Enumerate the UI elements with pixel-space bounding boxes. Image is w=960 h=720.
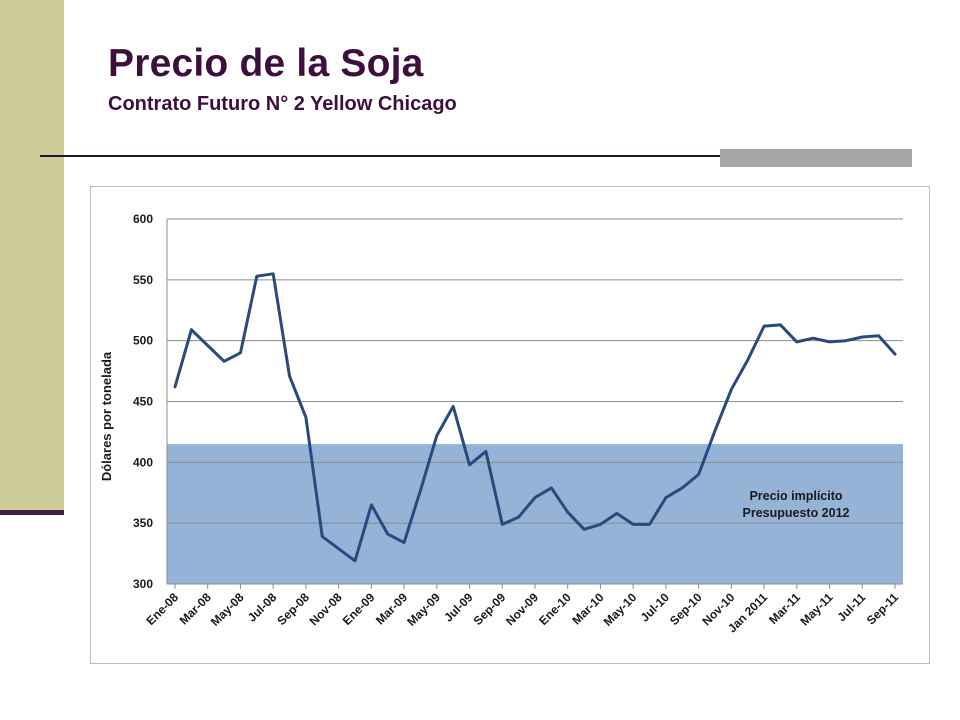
x-tick-label: Nov-08 [307,590,345,628]
x-tick-label: Mar-09 [373,590,410,627]
y-tick-label: 350 [133,516,153,530]
budget-price-band [167,444,903,584]
x-tick-label: Mar-10 [569,590,606,627]
x-tick-label: Sep-11 [864,590,901,627]
x-tick-label: Ene-08 [143,590,181,628]
x-tick-label: Sep-09 [471,590,509,628]
slide-subtitle: Contrato Futuro N° 2 Yellow Chicago [108,93,457,115]
price-series-line [173,272,897,563]
band-label-line: Presupuesto 2012 [743,506,850,520]
x-tick-label: Sep-10 [667,590,705,628]
title-divider-line [40,155,912,157]
y-tick-label: 550 [133,273,153,287]
y-axis-title: Dólares por tonelada [99,351,114,481]
x-tick-label: Ene-10 [536,590,574,628]
x-tick-label: Mar-11 [766,590,803,627]
x-tick-label: May-10 [601,590,640,629]
x-tick-label: Nov-09 [503,590,541,628]
x-tick-label: Ene-09 [340,590,378,628]
y-tick-label: 500 [133,334,153,348]
x-tick-label: May-08 [208,590,247,629]
title-divider-accent [720,149,912,167]
x-tick-label: Jul-11 [834,590,868,624]
slide-title: Precio de la Soja [108,42,424,85]
side-accent-bar-foot [0,510,64,515]
x-tick-label: May-09 [404,590,443,629]
x-tick-label: May-11 [797,590,835,628]
band-label-line: Precio implícito [749,489,842,503]
y-tick-label: 600 [133,212,153,226]
side-accent-bar [0,0,64,512]
x-tick-label: Sep-08 [274,590,312,628]
y-tick-label: 450 [133,395,153,409]
x-tick-label: Mar-08 [177,590,214,627]
y-tick-label: 400 [133,455,153,469]
y-tick-label: 300 [133,577,153,591]
